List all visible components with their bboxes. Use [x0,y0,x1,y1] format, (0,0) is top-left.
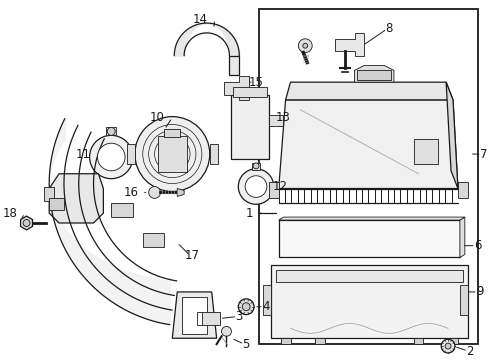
Circle shape [98,143,125,171]
Text: 18: 18 [2,207,17,220]
Circle shape [107,127,115,135]
Polygon shape [21,216,32,230]
Text: 4: 4 [262,300,270,313]
Bar [202,312,220,325]
Circle shape [23,220,30,226]
Circle shape [445,343,451,349]
Bar [276,270,463,282]
Circle shape [148,186,161,198]
Text: 16: 16 [123,186,139,199]
Polygon shape [279,217,465,220]
Polygon shape [460,285,468,315]
Polygon shape [210,144,218,164]
Circle shape [441,339,455,353]
Bar [414,338,423,344]
Polygon shape [355,66,394,82]
Polygon shape [49,174,103,223]
Bar [158,136,187,172]
Text: 5: 5 [243,338,250,351]
Circle shape [221,327,231,336]
Circle shape [298,39,312,53]
Polygon shape [286,82,453,100]
Polygon shape [177,189,184,197]
Bar [271,265,468,338]
Polygon shape [229,55,239,75]
Polygon shape [172,292,217,338]
Text: 9: 9 [476,285,483,298]
Text: 6: 6 [474,239,481,252]
Bar [165,130,180,137]
Text: 14: 14 [193,13,207,26]
Bar [49,198,64,210]
Text: 13: 13 [276,111,291,124]
Bar [143,233,165,247]
Polygon shape [414,139,438,164]
Circle shape [245,176,267,197]
Circle shape [238,169,274,204]
Text: 10: 10 [150,111,165,124]
Polygon shape [263,285,271,315]
Bar [231,95,269,159]
Bar [106,127,116,135]
Bar [315,338,325,344]
Circle shape [238,299,254,315]
Polygon shape [279,100,458,189]
Bar [281,338,291,344]
Bar [252,163,260,170]
Text: 2: 2 [466,345,473,357]
Polygon shape [269,182,279,198]
Circle shape [242,303,250,311]
Polygon shape [446,82,458,189]
Text: 17: 17 [185,249,199,262]
Polygon shape [127,144,135,164]
Circle shape [90,135,133,179]
Bar [259,9,478,344]
Text: 12: 12 [273,180,288,193]
Circle shape [135,117,210,192]
Bar [358,70,391,80]
Circle shape [303,43,308,48]
Bar [279,220,460,257]
Bar [233,87,267,97]
Bar [182,297,207,334]
Bar [269,114,283,126]
Text: 8: 8 [385,22,392,36]
Bar [44,186,54,201]
Polygon shape [335,33,365,55]
Bar [111,203,133,217]
Text: 15: 15 [248,76,264,89]
Circle shape [253,163,259,169]
Bar [448,338,458,344]
Polygon shape [223,76,249,100]
Text: 3: 3 [236,310,243,323]
Polygon shape [458,182,468,198]
Polygon shape [460,217,465,257]
Text: 1: 1 [245,207,253,220]
Text: 11: 11 [76,148,91,161]
Text: 7: 7 [480,148,487,161]
